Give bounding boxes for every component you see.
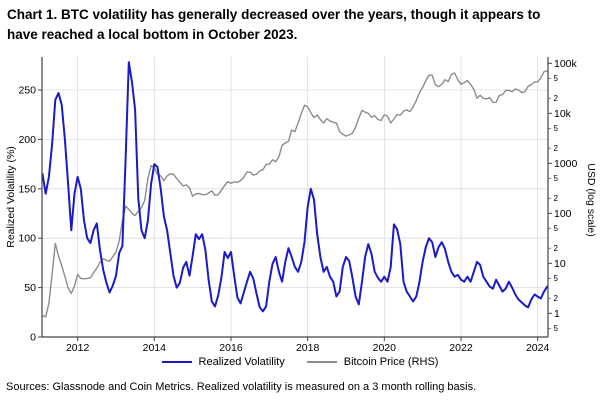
left-tick-label: 200 — [18, 134, 36, 146]
right-major-tick-label: 1000 — [554, 158, 578, 170]
left-tick-label: 150 — [18, 183, 36, 195]
legend-swatch-realized-volatility — [161, 361, 192, 363]
right-minor-tick-label: 2 — [554, 244, 559, 253]
right-major-tick-label: 100k — [554, 58, 578, 70]
chart-title: Chart 1. BTC volatility has generally de… — [7, 7, 541, 43]
series-line-bitcoin-price — [41, 70, 548, 318]
x-tick-label: 2014 — [143, 342, 167, 354]
gridlines — [42, 57, 548, 337]
right-major-tick-label: 10 — [554, 258, 566, 270]
x-tick-label: 2022 — [449, 342, 473, 354]
right-minor-tick-label: 5 — [554, 274, 559, 283]
legend-swatch-bitcoin-price — [306, 361, 337, 363]
right-major-tick-label: 100 — [554, 208, 572, 220]
right-minor-tick-label: 2 — [554, 194, 559, 203]
right-minor-tick-label: 5 — [554, 124, 559, 133]
left-tick-label: 0 — [30, 332, 36, 344]
source-note: Sources: Glassnode and Coin Metrics. Rea… — [6, 381, 477, 393]
right-axis-label: USD (log scale) — [585, 163, 597, 237]
right-minor-tick-label: 5 — [554, 224, 559, 233]
x-tick-label: 2024 — [526, 342, 550, 354]
x-tick-label: 2018 — [296, 342, 320, 354]
right-minor-tick-label: 2 — [554, 144, 559, 153]
right-major-tick-label: 10k — [554, 108, 572, 120]
right-minor-tick-label: 5 — [554, 324, 559, 333]
legend-label-bitcoin-price: Bitcoin Price (RHS) — [343, 356, 439, 368]
right-minor-tick-label: 2 — [554, 294, 559, 303]
right-minor-tick-label: 5 — [554, 174, 559, 183]
left-tick-label: 100 — [18, 233, 36, 245]
right-minor-tick-label: 2 — [554, 94, 559, 103]
x-tick-label: 2016 — [219, 342, 243, 354]
right-minor-tick-label: 5 — [554, 74, 559, 83]
right-major-tick-label: 1 — [554, 308, 560, 320]
legend-label-realized-volatility: Realized Volatility — [198, 356, 285, 368]
axes: 2012 2014 2016 2018 2020 2022 2024 0 50 100 150 200… — [18, 57, 578, 354]
chart-series — [41, 61, 549, 318]
left-tick-label: 50 — [24, 282, 36, 294]
chart-legend: Realized Volatility Bitcoin Price (RHS) — [0, 356, 600, 368]
x-tick-label: 2020 — [373, 342, 397, 354]
legend-item-realized-volatility: Realized Volatility — [161, 356, 285, 368]
left-axis-label: Realized Volatility (%) — [5, 146, 17, 248]
series-line-realized-volatility — [41, 61, 549, 313]
legend-item-bitcoin-price: Bitcoin Price (RHS) — [306, 356, 439, 368]
x-tick-label: 2012 — [66, 342, 90, 354]
left-tick-label: 250 — [18, 85, 36, 97]
